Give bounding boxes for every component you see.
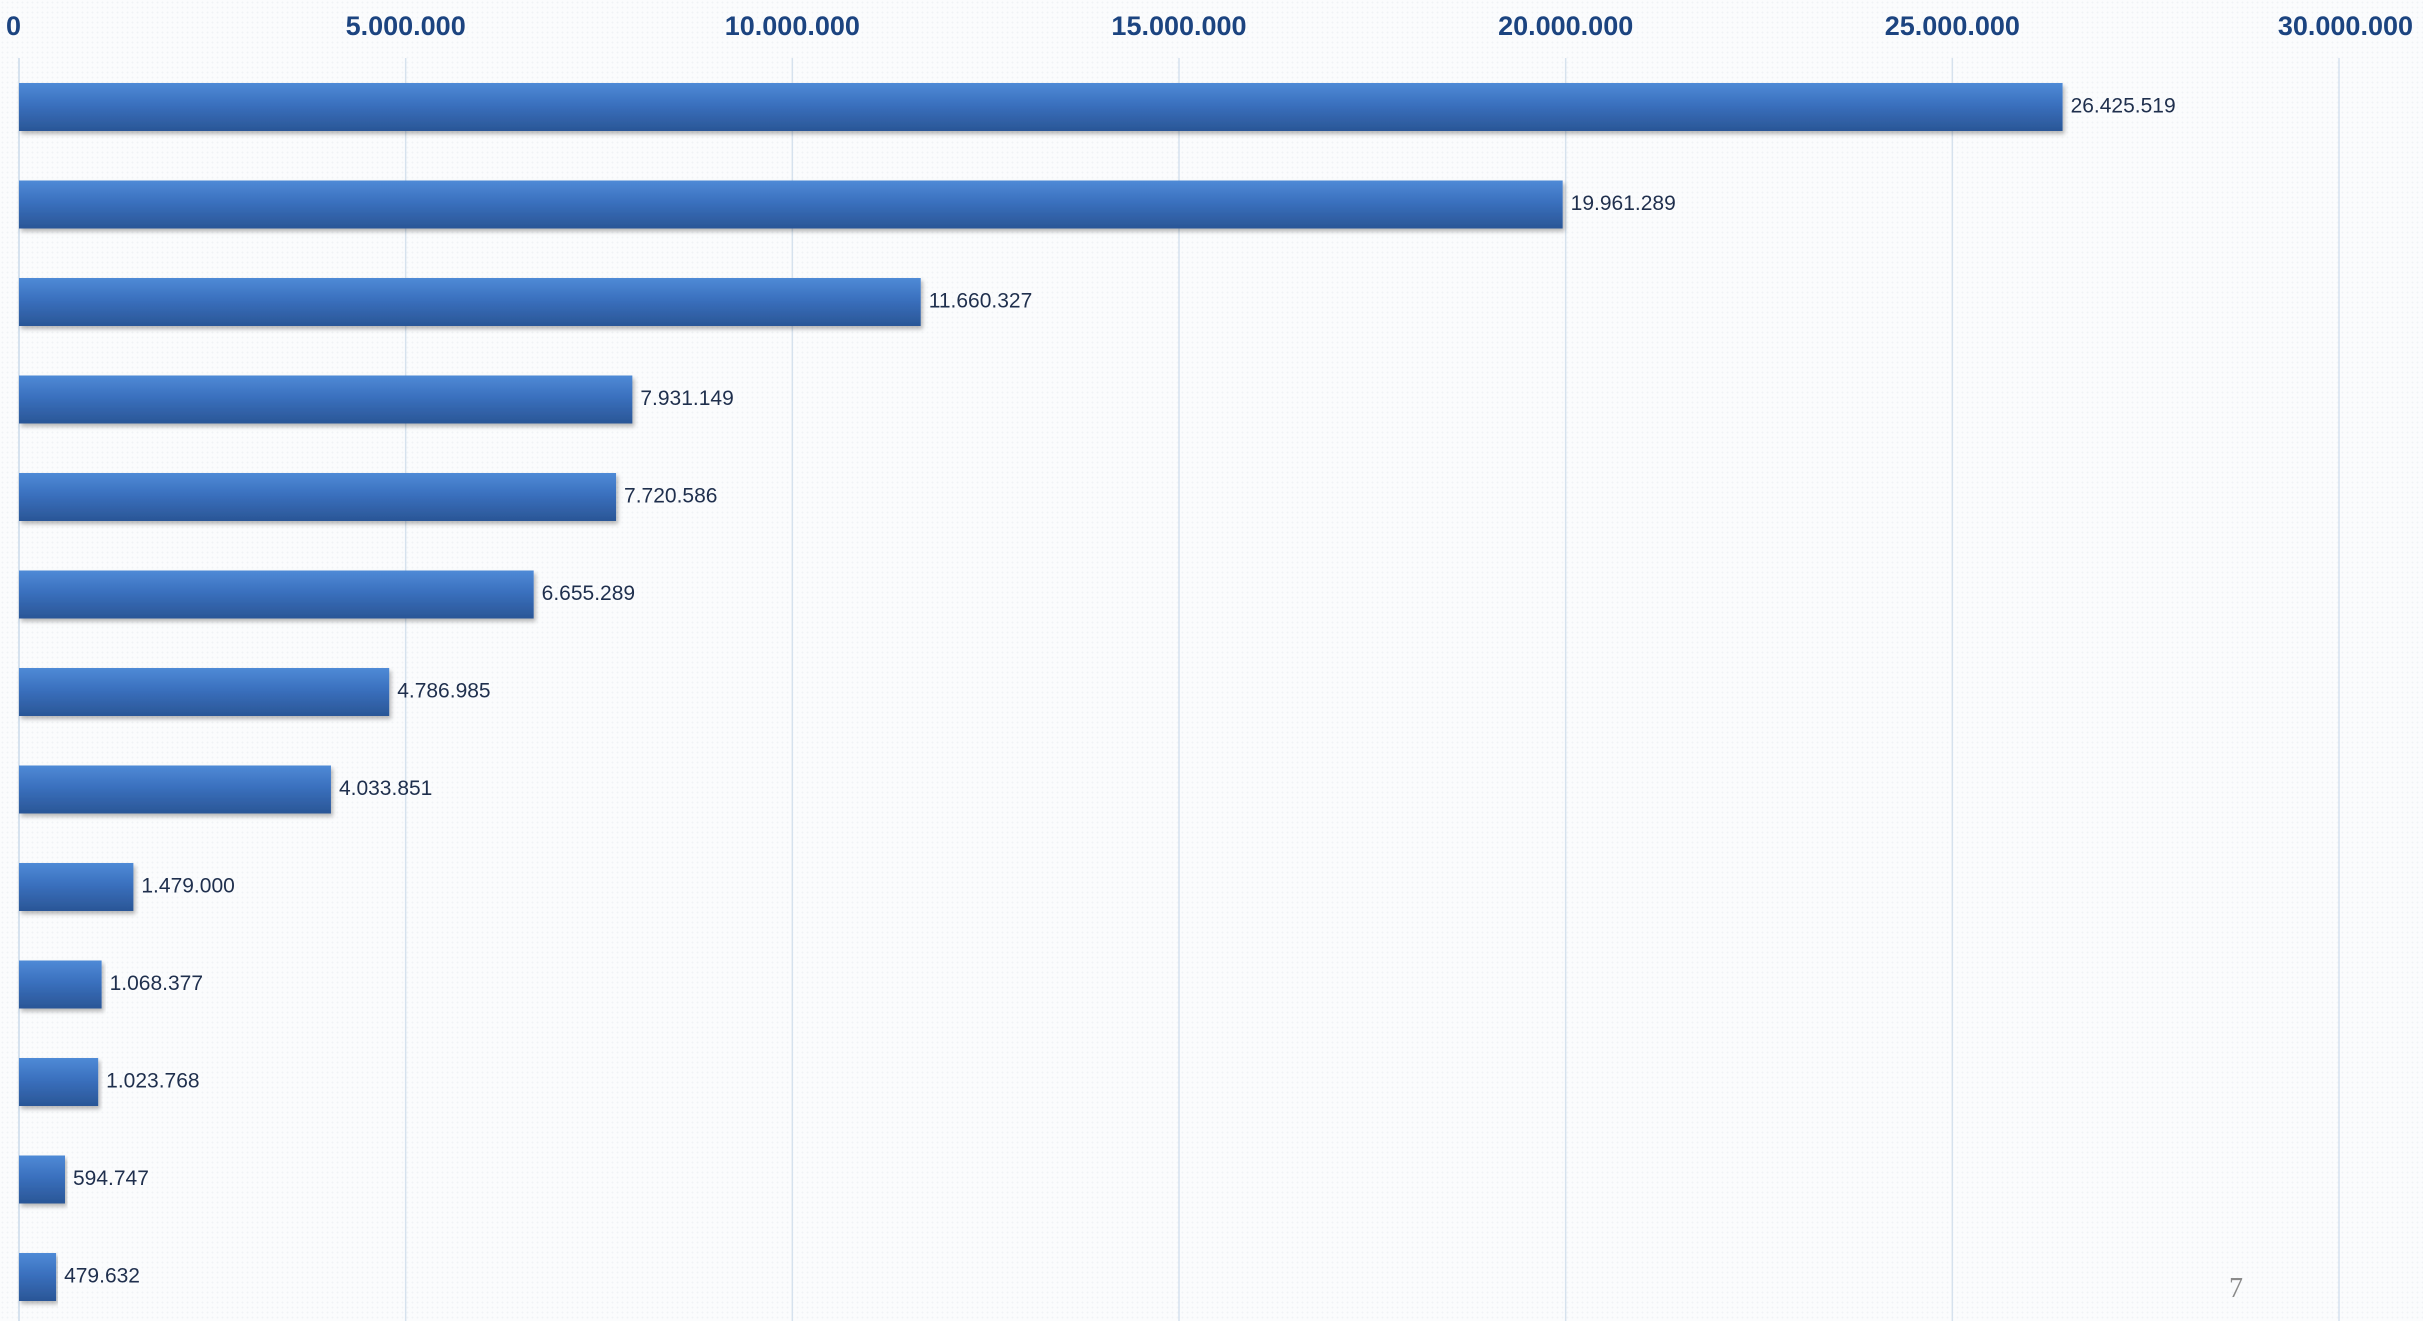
bar [19, 473, 617, 521]
x-tick-label: 0 [6, 11, 21, 41]
bar-value-label: 11.660.327 [929, 290, 1033, 313]
bar [19, 375, 633, 424]
bar-value-label: 19.961.289 [1571, 192, 1676, 215]
value-labels: 26.425.519 19.961.289 11.660.327 7.931.149 7… [64, 95, 2176, 1288]
x-tick-label: 30.000.000 [2278, 11, 2413, 41]
bar-value-label: 479.632 [64, 1265, 140, 1288]
bar-value-label: 1.068.377 [110, 972, 203, 995]
page-number: 7 [2229, 1273, 2243, 1304]
bar-value-label: 4.033.851 [339, 777, 432, 800]
x-axis-ticks: 0 5.000.000 10.000.000 15.000.000 20.000.000… [6, 11, 2413, 41]
bar [19, 1155, 65, 1204]
bar [19, 765, 331, 814]
bar [19, 1253, 57, 1301]
bar-value-label: 26.425.519 [2071, 95, 2176, 118]
x-tick-label: 10.000.000 [725, 11, 860, 41]
bar [19, 570, 534, 619]
bars [19, 83, 2063, 1301]
x-tick-label: 15.000.000 [1111, 11, 1246, 41]
bar-value-label: 4.786.985 [397, 680, 490, 703]
bar-value-label: 7.931.149 [640, 387, 733, 410]
bar [19, 278, 921, 326]
x-tick-label: 20.000.000 [1498, 11, 1633, 41]
bar [19, 863, 134, 911]
x-tick-label: 5.000.000 [346, 11, 466, 41]
bar-value-label: 1.023.768 [106, 1070, 199, 1093]
bar [19, 960, 102, 1009]
bar [19, 180, 1563, 229]
bar-value-label: 1.479.000 [141, 875, 234, 898]
bar [19, 83, 2063, 131]
bar-value-label: 594.747 [73, 1167, 149, 1190]
bar-value-label: 6.655.289 [542, 582, 635, 605]
x-tick-label: 25.000.000 [1885, 11, 2020, 41]
gridlines [18, 58, 2340, 1321]
bar-value-label: 7.720.586 [624, 485, 717, 508]
bar [19, 1058, 99, 1106]
bar [19, 668, 390, 716]
